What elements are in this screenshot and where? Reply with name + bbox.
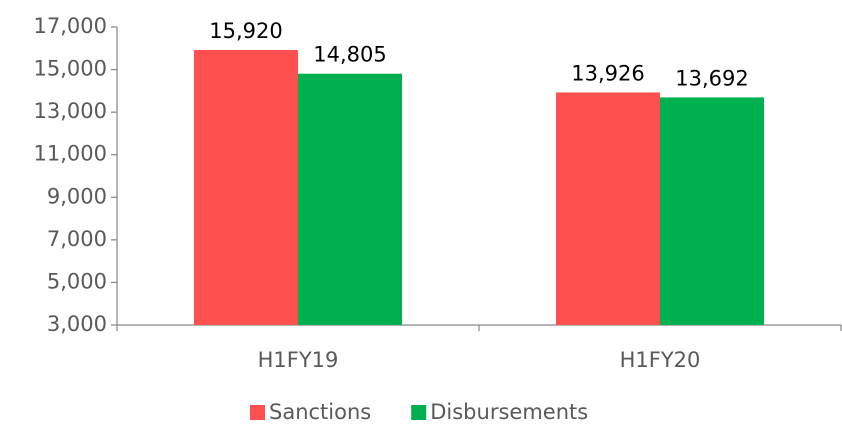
y-tick-label: 15,000 — [34, 57, 107, 81]
bar — [194, 49, 298, 325]
x-tick-label: H1FY19 — [258, 348, 339, 372]
data-label: 13,926 — [571, 61, 644, 85]
y-tick-label: 13,000 — [34, 99, 107, 123]
bar — [660, 97, 764, 325]
data-label: 14,805 — [313, 43, 386, 67]
y-tick-label: 5,000 — [47, 269, 107, 293]
bar — [298, 73, 402, 326]
y-tick-label: 3,000 — [47, 312, 107, 336]
bar — [556, 92, 660, 326]
y-tick-label: 17,000 — [34, 14, 107, 38]
y-tick-label: 7,000 — [47, 227, 107, 251]
legend-swatch — [250, 405, 265, 420]
data-label: 15,920 — [209, 19, 282, 43]
y-tick-label: 11,000 — [34, 142, 107, 166]
legend-swatch — [411, 405, 427, 420]
x-tick-label: H1FY20 — [620, 348, 701, 372]
data-label: 13,692 — [675, 66, 748, 90]
legend-label: Sanctions — [269, 400, 371, 424]
legend-label: Disbursements — [430, 400, 588, 424]
y-tick-label: 9,000 — [47, 184, 107, 208]
